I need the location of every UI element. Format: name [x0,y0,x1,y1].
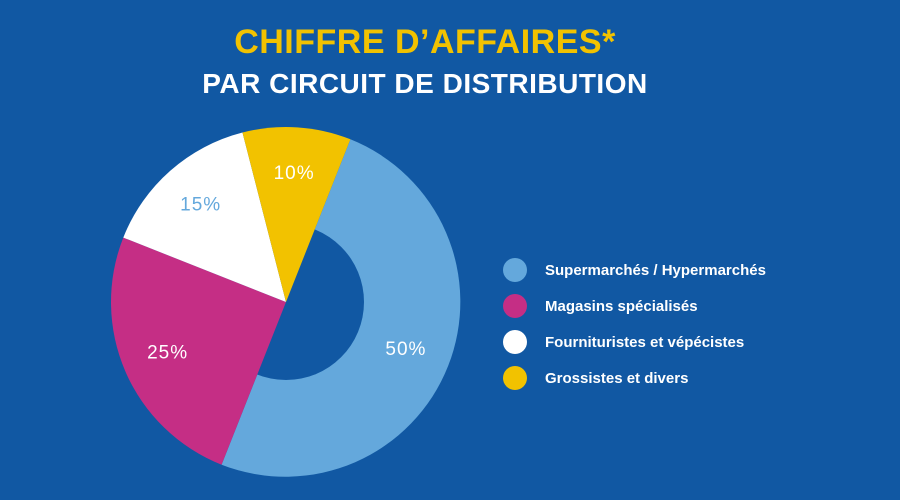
legend-item: Supermarchés / Hypermarchés [503,252,766,288]
legend-label: Supermarchés / Hypermarchés [545,261,766,279]
legend-item: Fournituristes et vépécistes [503,324,766,360]
legend-swatch-magasins [503,294,527,318]
legend-label: Grossistes et divers [545,369,689,387]
label-fournituristes: 15% [180,195,221,216]
label-supermarches: 50% [385,339,426,360]
label-grossistes: 10% [274,163,315,184]
slice-fournituristes [123,132,286,302]
legend: Supermarchés / Hypermarchés Magasins spé… [503,252,766,396]
label-magasins: 25% [147,343,188,364]
chart-title: CHIFFRE D’AFFAIRES* [234,23,616,61]
legend-swatch-supermarches [503,258,527,282]
slice-grossistes [242,127,351,302]
slice-magasins [111,237,286,465]
legend-label: Magasins spécialisés [545,297,698,315]
title-block: CHIFFRE D’AFFAIRES* PAR CIRCUIT DE DISTR… [0,22,850,102]
legend-item: Magasins spécialisés [503,288,766,324]
legend-item: Grossistes et divers [503,360,766,396]
chart-subtitle: PAR CIRCUIT DE DISTRIBUTION [202,68,648,99]
legend-label: Fournituristes et vépécistes [545,333,745,351]
legend-swatch-grossistes [503,366,527,390]
legend-swatch-fournituristes [503,330,527,354]
